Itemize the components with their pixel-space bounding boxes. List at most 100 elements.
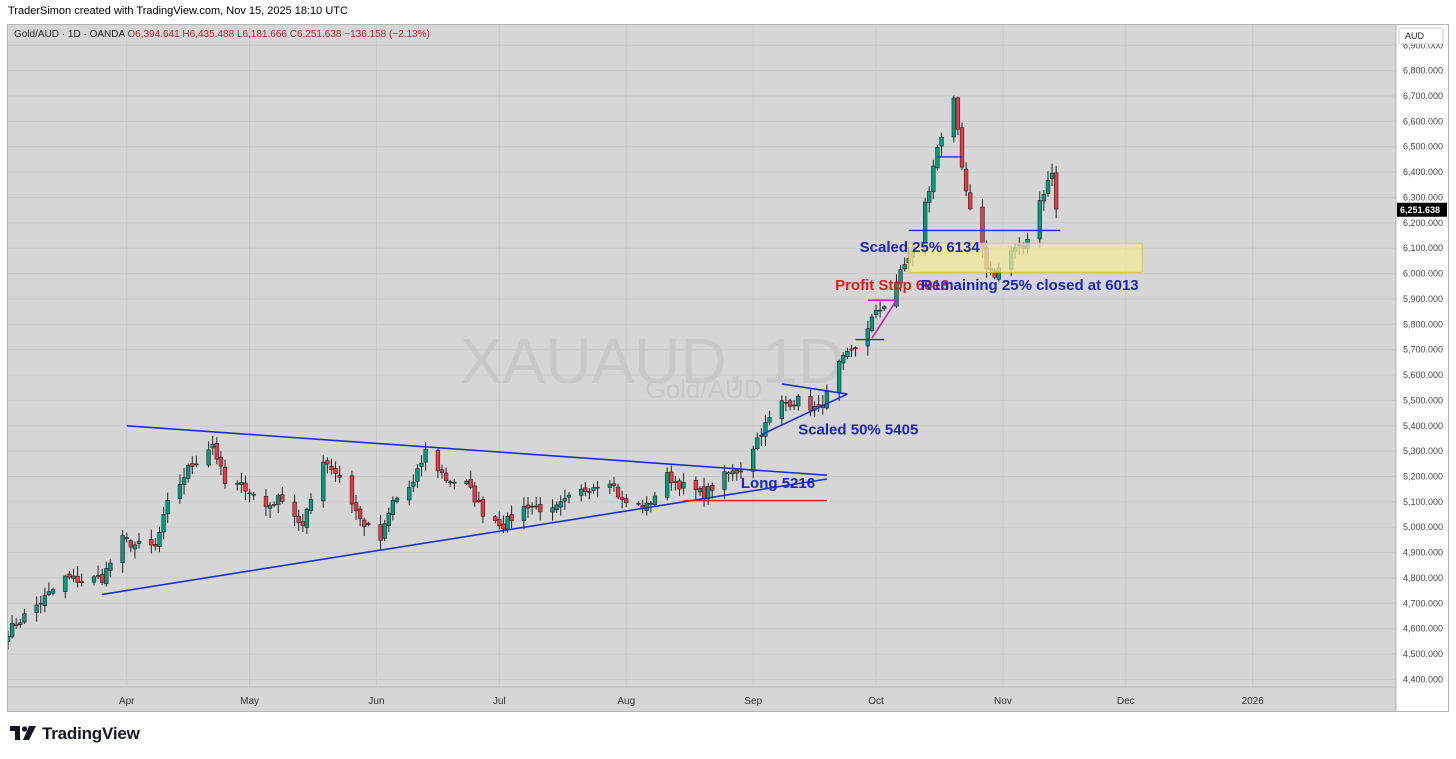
candle [75,566,80,588]
watermark-symbol: XAUAUD, 1D [460,325,844,397]
candle-body [873,309,879,316]
candle [521,497,527,530]
candle-body [157,532,162,547]
candle [251,491,256,501]
ohlc-part-9: −136.158 (−2.13%) [344,29,430,40]
y-tick-label: 4,600.000 [1403,624,1443,634]
symbol-ohlc-line: Gold/AUD · 1D · OANDA O6,394.641 H6,435.… [14,29,430,40]
candle-body [562,498,567,502]
candle [681,473,686,495]
last-price-label: 6,251.638 [1400,205,1440,215]
candle-body [669,471,674,484]
candle [935,144,940,171]
candle-body [325,460,330,465]
candle [263,488,269,517]
candle [394,496,400,504]
triangle-support-line [102,478,828,596]
x-tick-label-2026: 2026 [1242,696,1265,707]
y-tick-label: 5,000.000 [1403,522,1443,532]
x-tick-label-aug: Aug [617,696,635,707]
candle-body [321,461,326,502]
candle [325,457,330,474]
candle-body [796,395,801,407]
candle-body [849,348,854,351]
candle-body [697,488,703,493]
tradingview-logo[interactable]: TradingView [10,724,140,744]
candle [783,396,789,412]
candle [349,470,355,514]
candle [321,455,326,508]
candle-body [529,505,535,508]
candle [669,465,674,491]
candle [190,456,195,475]
candle [128,539,133,553]
candle-body [419,462,424,467]
candle-body [705,486,711,500]
candle-body [652,495,658,505]
candle-body [701,486,707,500]
candle-body [435,450,441,471]
y-tick-label: 5,700.000 [1403,345,1443,355]
candle [751,445,756,479]
candle-body [42,595,47,606]
candle [529,502,535,515]
candle-body [79,581,84,583]
y-tick-label: 6,000.000 [1403,269,1443,279]
candle-body [493,516,498,521]
candle [959,122,965,171]
candle-body [505,515,510,530]
y-tick-label: 6,700.000 [1403,91,1443,101]
candle-body [734,469,739,474]
candle [161,506,166,540]
candle-body [214,442,219,460]
candle-body [509,514,514,522]
y-tick-label: 4,800.000 [1403,573,1443,583]
candle-body [181,477,187,485]
candle-body [206,449,211,466]
candle [558,495,563,516]
candle [902,257,907,272]
candle [243,475,248,501]
candle-body [681,482,686,489]
y-tick-label: 4,500.000 [1403,649,1443,659]
ohlc-part-4: 6,435.488 [190,29,237,40]
candle-body [120,535,125,564]
ohlc-part-7: C [290,29,297,40]
candle [464,479,469,486]
candle-body [939,136,944,147]
candle [153,537,158,551]
candle-body [898,269,903,284]
candle [579,484,584,502]
y-tick-label: 6,800.000 [1403,66,1443,76]
candle [353,494,359,520]
y-tick-label: 4,400.000 [1403,674,1443,684]
candle-body [8,635,11,642]
candle [448,479,453,487]
candle-body [452,481,457,484]
candle-body [91,576,97,583]
candle-body [100,574,105,583]
candle [181,467,187,495]
candle-body [935,147,940,169]
y-tick-label: 5,500.000 [1403,395,1443,405]
candle-body [710,485,715,491]
candle-body [755,437,760,449]
candle-body [951,97,956,138]
candle [611,476,617,492]
candle [1045,171,1051,197]
candle [697,486,703,496]
candle-body [423,448,428,463]
candle [779,395,784,424]
grid-lines [8,25,1396,687]
candle-body [443,472,449,481]
candle [791,399,797,410]
candle-body [14,623,19,627]
candle-body [480,499,486,517]
candle [787,398,793,411]
ohlc-part-2: 6,394.641 [135,29,182,40]
candle-body [558,501,563,508]
y-tick-label: 4,900.000 [1403,548,1443,558]
candle [267,502,273,518]
candle-body [190,463,195,467]
